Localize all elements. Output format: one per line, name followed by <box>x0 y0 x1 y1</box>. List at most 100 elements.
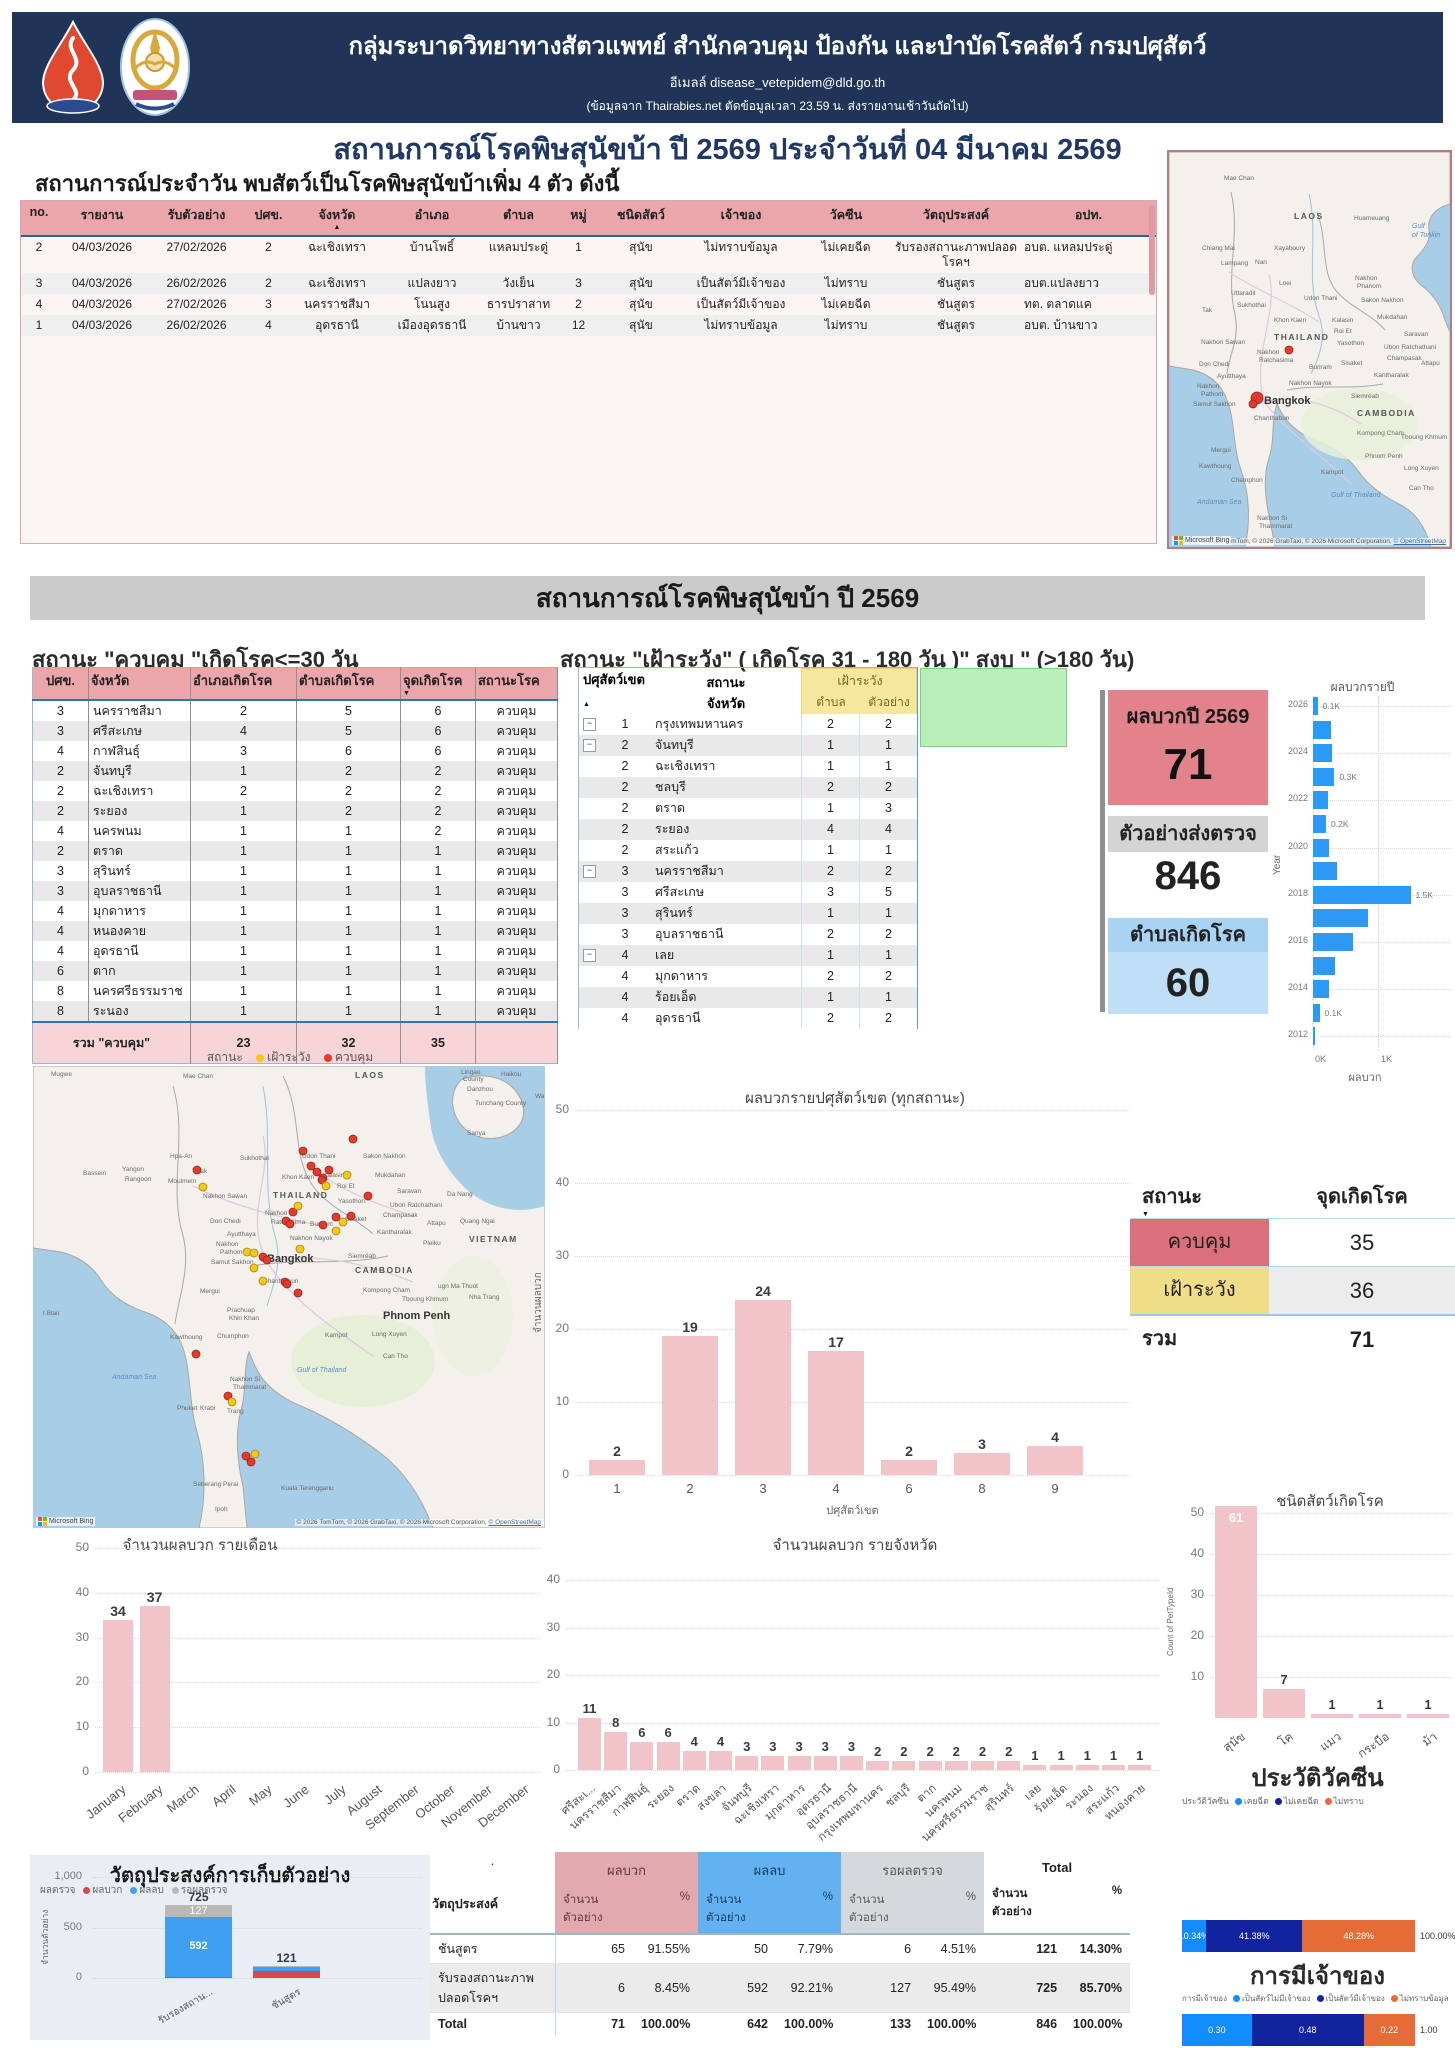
openstreetmap-link[interactable]: © OpenStreetMap <box>1393 538 1446 545</box>
watch-table-row[interactable]: 3 ศรีสะเกษ 3 5 <box>579 882 917 903</box>
case-marker-control[interactable] <box>223 1391 233 1401</box>
bar[interactable] <box>604 1732 628 1770</box>
case-marker-watch[interactable] <box>249 1248 259 1258</box>
case-marker-control[interactable] <box>348 1134 358 1144</box>
watch-table-row[interactable]: 3 สุรินทร์ 1 1 <box>579 903 917 924</box>
bar[interactable] <box>735 1299 791 1475</box>
case-marker-watch[interactable] <box>331 1226 341 1236</box>
year-bar[interactable] <box>1313 767 1335 786</box>
bar[interactable] <box>578 1717 601 1770</box>
case-marker-control[interactable] <box>192 1165 202 1175</box>
year-bar[interactable] <box>1313 1003 1320 1022</box>
bar[interactable] <box>1263 1689 1305 1718</box>
bar[interactable] <box>1027 1445 1083 1475</box>
purpose-group-header[interactable]: Total จำนวนตัวอย่าง% <box>992 1860 1123 1918</box>
bar[interactable] <box>761 1755 785 1770</box>
control-column-header[interactable]: จังหวัด <box>88 667 191 700</box>
watch-table-row[interactable]: −2 จันทบุรี 1 1 <box>579 735 917 756</box>
bar[interactable] <box>1359 1713 1401 1718</box>
status-table-row[interactable]: เฝ้าระวัง 36 <box>1130 1266 1455 1314</box>
daily-column-header[interactable]: หมู่ <box>556 201 601 236</box>
bar[interactable] <box>840 1755 863 1770</box>
stack-segment[interactable]: 0.48 <box>1251 2014 1364 2046</box>
bar[interactable] <box>656 1741 680 1770</box>
watch-zone-header[interactable]: ปศุสัตว์เขต ▲ <box>579 668 651 714</box>
bar[interactable] <box>997 1760 1021 1770</box>
case-marker-control[interactable] <box>293 1288 303 1298</box>
stack-segment[interactable] <box>253 1971 320 1978</box>
watch-table-row[interactable]: 2 ระยอง 4 4 <box>579 819 917 840</box>
watch-table-row[interactable]: −1 กรุงเทพมหานคร 2 2 <box>579 714 917 735</box>
control-column-header[interactable]: อำเภอเกิดโรค <box>190 667 297 700</box>
watch-table-row[interactable]: 2 ชลบุรี 2 2 <box>579 777 917 798</box>
watch-table-row[interactable]: −3 นครราชสีมา 2 2 <box>579 861 917 882</box>
table-scrollbar[interactable] <box>1100 690 1105 1012</box>
stack-segment[interactable]: 41.38% <box>1206 1920 1303 1952</box>
bar[interactable] <box>881 1460 937 1475</box>
owner-stacked-bar[interactable]: 0.30 0.48 0.22 <box>1182 2014 1415 2046</box>
status-table-row[interactable]: ควบคุม 35 <box>1130 1218 1455 1266</box>
control-table-row[interactable]: 4 อุดรธานี 1 1 1 ควบคุม <box>32 941 558 961</box>
bar[interactable] <box>1023 1765 1047 1770</box>
stack-segment[interactable]: 127 <box>165 1904 232 1918</box>
purpose-group-header[interactable]: รอผลตรวจ จำนวนตัวอย่าง% <box>841 1852 985 1934</box>
bar[interactable] <box>630 1741 654 1770</box>
case-marker-control[interactable] <box>331 1212 341 1222</box>
collapse-toggle-icon[interactable]: − <box>583 739 596 752</box>
openstreetmap-link[interactable]: © OpenStreetMap <box>488 1519 541 1526</box>
daily-table-row[interactable]: 2 04/03/2026 27/02/2026 2 ฉะเชิงเทรา บ้านโพธิ… <box>21 236 1156 273</box>
daily-column-header[interactable]: ชนิดสัตว์ <box>601 201 681 236</box>
collapse-toggle-icon[interactable]: − <box>583 718 596 731</box>
stack-segment[interactable]: 0.22 <box>1363 2014 1415 2046</box>
bar[interactable] <box>813 1755 837 1770</box>
year-bar[interactable] <box>1313 697 1318 715</box>
daily-column-header[interactable]: เจ้าของ <box>681 201 801 236</box>
control-table-row[interactable]: 4 นครพนม 1 1 2 ควบคุม <box>32 821 558 841</box>
daily-column-header[interactable]: ปศข. <box>246 201 291 236</box>
daily-column-header[interactable]: no. <box>21 201 57 236</box>
watch-table-row[interactable]: 2 สระแก้ว 1 1 <box>579 840 917 861</box>
case-marker-control[interactable] <box>285 1219 295 1229</box>
purpose-table-row[interactable]: ชันสูตร 65 91.55% 50 7.79% 6 4.51% 121 14.30% <box>430 1934 1131 1964</box>
daily-column-header[interactable]: จังหวัด ▲ <box>291 201 383 236</box>
case-marker-watch[interactable] <box>295 1244 305 1254</box>
case-marker-control[interactable] <box>282 1279 292 1289</box>
control-table-row[interactable]: 2 จันทบุรี 1 2 2 ควบคุม <box>32 761 558 781</box>
daily-column-header[interactable]: รายงาน <box>57 201 147 236</box>
thailand-overview-map[interactable]: Mae Chan LAOS Huameuang Gulf of Tonkin Chiang… <box>1167 150 1452 549</box>
year-bar[interactable] <box>1313 815 1326 833</box>
bar[interactable] <box>1407 1713 1449 1718</box>
bar[interactable] <box>971 1760 994 1770</box>
daily-column-header[interactable]: วัคซีน <box>801 201 891 236</box>
daily-table-scrollbar[interactable] <box>1149 205 1155 295</box>
watch-table-row[interactable]: 4 มุกดาหาร 2 2 <box>579 966 917 987</box>
case-marker-control[interactable] <box>324 1165 334 1175</box>
case-marker-control[interactable] <box>262 1255 272 1265</box>
case-marker-control[interactable] <box>346 1211 356 1221</box>
case-marker-control[interactable] <box>306 1161 316 1171</box>
points-column-header[interactable]: จุดเกิดโรค <box>1316 1186 1408 1208</box>
stack-segment[interactable] <box>165 1977 232 1978</box>
case-marker-control[interactable] <box>318 1220 328 1230</box>
status-column-header[interactable]: สถานะ ▼ <box>1130 1180 1269 1218</box>
stack-segment[interactable]: 0.30 <box>1182 2014 1252 2046</box>
bar[interactable] <box>662 1336 718 1475</box>
control-column-header[interactable]: จุดเกิดโรค ▼ <box>400 667 476 700</box>
bar[interactable] <box>892 1760 916 1770</box>
stack-segment[interactable] <box>253 1965 320 1967</box>
year-bar[interactable] <box>1313 885 1411 904</box>
daily-table-row[interactable]: 3 04/03/2026 26/02/2026 2 ฉะเชิงเทรา แปลงยาวว… <box>21 273 1156 294</box>
year-bar[interactable] <box>1313 980 1330 999</box>
control-column-header[interactable]: ปศข. <box>32 667 89 700</box>
case-marker-control[interactable] <box>288 1207 298 1217</box>
purpose-group-header[interactable]: ผลบวก จำนวนตัวอย่าง% <box>555 1852 699 1934</box>
bar[interactable] <box>103 1619 133 1772</box>
daily-table-row[interactable]: 4 04/03/2026 27/02/2026 3 นครราชสีมา โนนสูง ธา… <box>21 294 1156 315</box>
bar[interactable] <box>954 1453 1010 1475</box>
daily-column-header[interactable]: อปท. <box>1021 201 1156 236</box>
year-bar[interactable] <box>1313 744 1332 763</box>
case-marker-control[interactable] <box>363 1191 373 1201</box>
watch-table-row[interactable]: 2 ตราด 1 3 <box>579 798 917 819</box>
case-marker-control[interactable] <box>241 1451 251 1461</box>
case-marker-watch[interactable] <box>250 1449 260 1459</box>
